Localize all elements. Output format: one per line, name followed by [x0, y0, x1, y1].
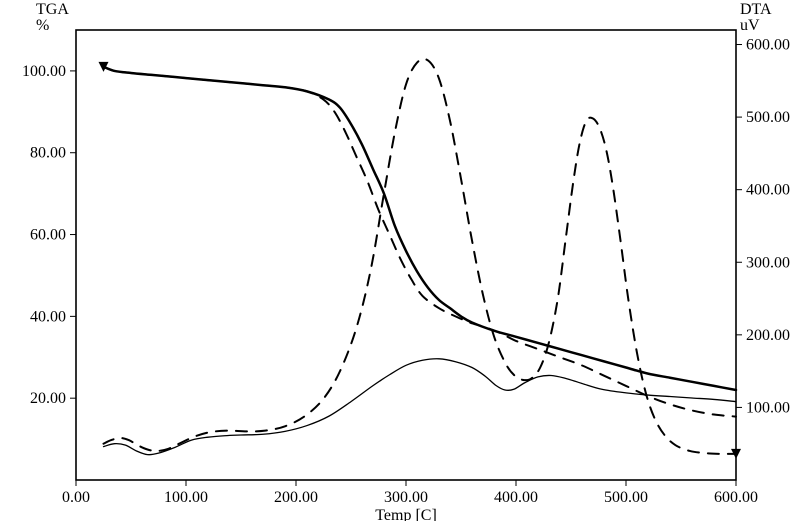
- svg-text:300.00: 300.00: [384, 489, 428, 506]
- svg-text:80.00: 80.00: [30, 145, 66, 162]
- svg-text:60.00: 60.00: [30, 227, 66, 244]
- svg-text:500.00: 500.00: [604, 489, 648, 506]
- svg-text:Temp [C]: Temp [C]: [375, 507, 437, 521]
- svg-text:100.00: 100.00: [164, 489, 208, 506]
- svg-text:20.00: 20.00: [30, 390, 66, 407]
- tga-dta-chart: TGA% DTAuV 0.00 100.00 200.00 300.00 400.00 500…: [0, 0, 800, 521]
- svg-text:%: %: [36, 17, 49, 34]
- svg-text:DTA: DTA: [740, 1, 772, 18]
- svg-text:200.00: 200.00: [274, 489, 318, 506]
- svg-text:600.00: 600.00: [746, 37, 790, 54]
- svg-text:400.00: 400.00: [494, 489, 538, 506]
- svg-text:0.00: 0.00: [62, 489, 90, 506]
- svg-text:100.00: 100.00: [22, 63, 66, 80]
- svg-text:200.00: 200.00: [746, 327, 790, 344]
- svg-text:100.00: 100.00: [746, 399, 790, 416]
- tga-dashed-curve: [104, 67, 737, 417]
- svg-text:600.00: 600.00: [714, 489, 758, 506]
- svg-text:TGA: TGA: [36, 1, 69, 18]
- svg-text:400.00: 400.00: [746, 182, 790, 199]
- svg-text:40.00: 40.00: [30, 308, 66, 325]
- plot-svg: TGA% DTAuV 0.00 100.00 200.00 300.00 400.00 500…: [0, 0, 800, 521]
- svg-text:300.00: 300.00: [746, 254, 790, 271]
- svg-text:500.00: 500.00: [746, 109, 790, 126]
- svg-text:uV: uV: [740, 17, 760, 34]
- tga-solid-curve: [104, 67, 737, 390]
